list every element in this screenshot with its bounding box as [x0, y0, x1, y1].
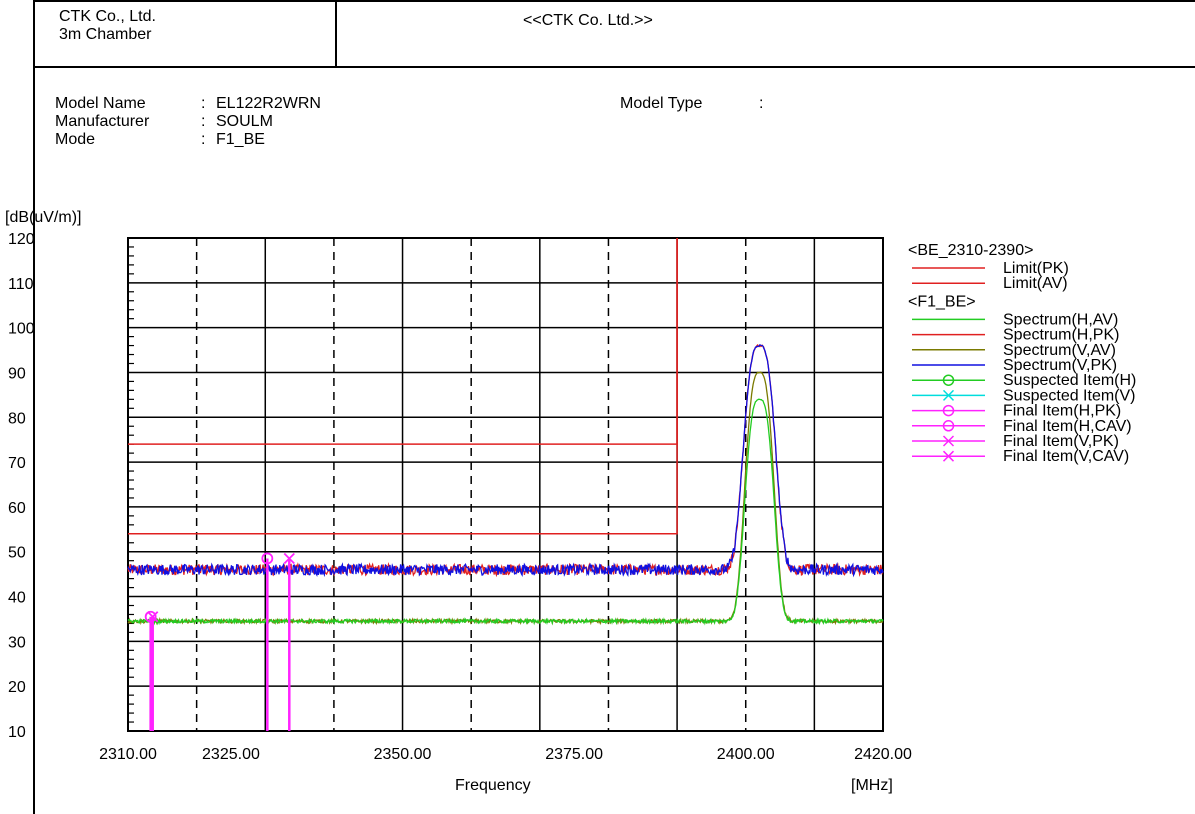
legend-label: Spectrum(V,AV): [1003, 342, 1116, 359]
legend-label: Final Item(H,PK): [1003, 403, 1121, 420]
mode-label: Mode: [55, 131, 96, 148]
spectrum-line: [127, 371, 884, 626]
final-item-marker: [283, 552, 295, 565]
model-name-value: EL122R2WRN: [216, 95, 321, 112]
x-tick-label: 2375.00: [545, 746, 603, 763]
y-tick-label: 10: [8, 724, 26, 741]
model-name-separator: :: [201, 95, 206, 112]
plot-border: [127, 237, 884, 732]
legend-group-title: <F1_BE>: [908, 293, 976, 310]
y-tick-label: 50: [8, 545, 26, 562]
frame-left-border: [33, 0, 35, 814]
model-type-separator: :: [759, 95, 764, 112]
legend-marker: [942, 374, 955, 386]
manufacturer-value: SOULM: [216, 113, 273, 130]
y-tick-label: 110: [8, 276, 34, 293]
legend-label: Spectrum(H,AV): [1003, 311, 1118, 328]
x-tick-label: 2310.00: [99, 746, 157, 763]
legend-group-title: <BE_2310-2390>: [908, 242, 1033, 259]
frame-top-border: [33, 0, 1195, 2]
spectrum-line: [127, 398, 884, 626]
legend-marker: [942, 420, 955, 432]
legend-label: Spectrum(H,PK): [1003, 327, 1119, 344]
x-tick-label: 2325.00: [202, 746, 260, 763]
final-item-marker: [147, 611, 159, 623]
legend-label: Final Item(V,PK): [1003, 433, 1119, 450]
x-tick-label: 2400.00: [717, 746, 775, 763]
legend-marker: [942, 450, 955, 462]
y-tick-label: 120: [8, 231, 35, 248]
final-item-marker: [144, 610, 157, 623]
y-tick-label: 20: [8, 679, 26, 696]
x-axis-label: Frequency: [455, 777, 531, 794]
plot-area: [128, 238, 883, 731]
x-tick-label: 2350.00: [374, 746, 432, 763]
manufacturer-separator: :: [201, 113, 206, 130]
header-divider: [33, 66, 1195, 68]
legend-marker: [942, 389, 955, 401]
y-axis-label: [dB(uV/m)]: [5, 209, 81, 226]
y-tick-label: 40: [8, 590, 26, 607]
final-item-marker: [261, 552, 274, 565]
legend-label: Limit(AV): [1003, 275, 1068, 292]
legend-label: Final Item(H,CAV): [1003, 418, 1132, 435]
chamber-name: 3m Chamber: [59, 26, 152, 43]
y-tick-label: 100: [8, 321, 35, 338]
x-tick-label: 2420.00: [854, 746, 912, 763]
legend-label: Limit(PK): [1003, 260, 1069, 277]
company-name: CTK Co., Ltd.: [59, 8, 156, 25]
y-tick-label: 60: [8, 500, 26, 517]
legend-label: Suspected Item(H): [1003, 372, 1136, 389]
y-tick-label: 80: [8, 410, 26, 427]
model-type-label: Model Type: [620, 95, 703, 112]
company-box: [33, 0, 337, 66]
legend-label: Final Item(V,CAV): [1003, 448, 1129, 465]
spectrum-line: [127, 343, 884, 578]
report-title: <<CTK Co. Ltd.>>: [523, 12, 653, 29]
legend-marker: [942, 404, 955, 417]
legend-label: Spectrum(V,PK): [1003, 357, 1117, 374]
x-axis-unit: [MHz]: [851, 777, 893, 794]
legend-label: Suspected Item(V): [1003, 387, 1136, 404]
y-tick-label: 30: [8, 634, 26, 651]
limit-line: [128, 238, 678, 535]
mode-separator: :: [201, 131, 206, 148]
mode-value: F1_BE: [216, 131, 265, 148]
legend-marker: [942, 435, 955, 447]
y-tick-label: 90: [8, 365, 26, 382]
manufacturer-label: Manufacturer: [55, 113, 150, 130]
y-tick-label: 70: [8, 455, 26, 472]
model-name-label: Model Name: [55, 95, 146, 112]
